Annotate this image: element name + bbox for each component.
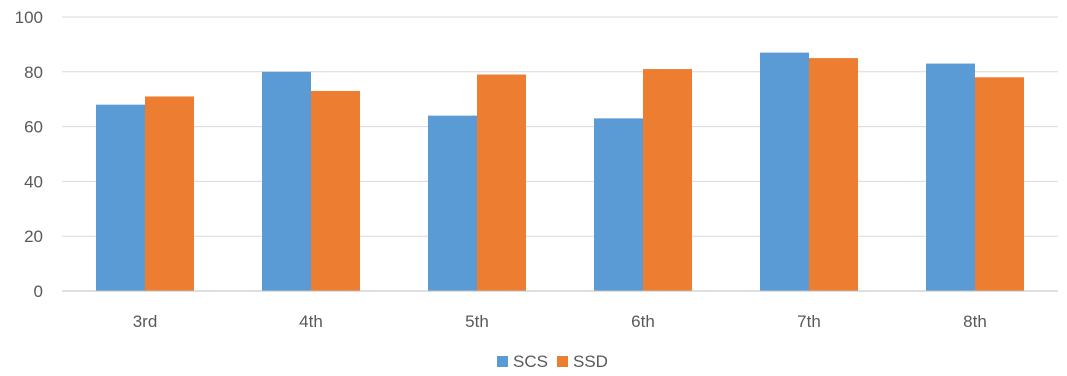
bar-scs-4th (262, 71, 311, 291)
bar-ssd-4th (311, 90, 360, 291)
bar-scs-3rd (96, 104, 145, 292)
x-tick-label: 8th (963, 312, 987, 331)
y-tick-label: 100 (15, 8, 43, 27)
x-tick-label: 4th (299, 312, 323, 331)
gridlines (62, 16, 1058, 237)
legend-swatch-scs (497, 356, 508, 367)
bars (96, 52, 1024, 292)
y-tick-label: 0 (34, 282, 43, 301)
y-tick-label: 80 (24, 63, 43, 82)
legend-label-scs: SCS (513, 352, 548, 371)
bar-ssd-6th (643, 69, 692, 291)
y-tick-label: 20 (24, 227, 43, 246)
y-tick-label: 60 (24, 118, 43, 137)
bar-scs-5th (428, 115, 477, 291)
bar-ssd-3rd (145, 96, 194, 292)
y-tick-label: 40 (24, 172, 43, 191)
x-tick-label: 3rd (133, 312, 158, 331)
bar-scs-8th (926, 63, 975, 291)
bar-scs-7th (760, 52, 809, 292)
x-tick-label: 6th (631, 312, 655, 331)
bar-ssd-8th (975, 77, 1024, 291)
x-tick-label: 5th (465, 312, 489, 331)
bar-ssd-5th (477, 74, 526, 291)
x-axis-ticks: 3rd 4th 5th 6th 7th 8th (133, 312, 987, 331)
bar-scs-6th (594, 118, 643, 291)
y-axis-ticks: 0 20 40 60 80 100 (15, 8, 43, 301)
legend: SCS SSD (497, 352, 608, 371)
bar-ssd-7th (809, 58, 858, 291)
legend-swatch-ssd (557, 356, 568, 367)
x-tick-label: 7th (797, 312, 821, 331)
legend-label-ssd: SSD (573, 352, 608, 371)
